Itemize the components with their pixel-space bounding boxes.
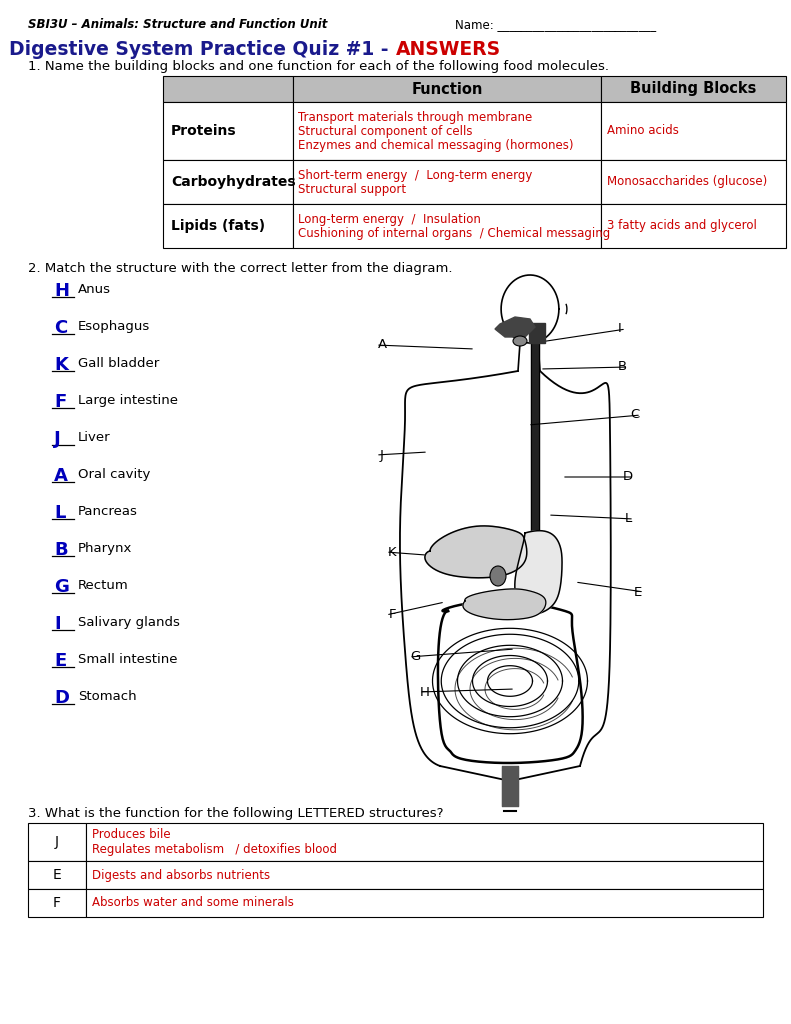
- Text: K: K: [388, 546, 396, 558]
- Text: Anus: Anus: [78, 283, 111, 296]
- Bar: [28, 889, 86, 918]
- Bar: [601, 102, 786, 160]
- Text: Structural component of cells: Structural component of cells: [298, 125, 472, 137]
- Polygon shape: [502, 766, 518, 806]
- Bar: [293, 204, 601, 248]
- Text: ANSWERS: ANSWERS: [396, 40, 501, 59]
- Text: Esophagus: Esophagus: [78, 319, 150, 333]
- Bar: [28, 861, 86, 889]
- Text: F: F: [388, 608, 396, 622]
- Text: K: K: [54, 356, 68, 374]
- Text: 2. Match the structure with the correct letter from the diagram.: 2. Match the structure with the correct …: [28, 262, 452, 275]
- Bar: [163, 160, 293, 204]
- Text: D: D: [54, 689, 69, 707]
- Text: Rectum: Rectum: [78, 579, 129, 592]
- Polygon shape: [531, 338, 539, 536]
- Text: 3. What is the function for the following LETTERED structures?: 3. What is the function for the followin…: [28, 807, 444, 820]
- Polygon shape: [495, 317, 535, 337]
- Text: SBI3U – Animals: Structure and Function Unit: SBI3U – Animals: Structure and Function …: [28, 18, 327, 31]
- Text: Enzymes and chemical messaging (hormones): Enzymes and chemical messaging (hormones…: [298, 138, 573, 152]
- Polygon shape: [463, 589, 546, 620]
- Text: J: J: [55, 835, 59, 849]
- Text: Salivary glands: Salivary glands: [78, 616, 180, 629]
- Text: I: I: [618, 323, 622, 336]
- Text: Liver: Liver: [78, 431, 111, 444]
- Text: Short-term energy  /  Long-term energy: Short-term energy / Long-term energy: [298, 169, 532, 181]
- Text: A: A: [54, 467, 68, 485]
- Text: H: H: [54, 282, 69, 300]
- Text: Digests and absorbs nutrients: Digests and absorbs nutrients: [92, 868, 270, 882]
- Bar: [163, 102, 293, 160]
- Bar: [601, 76, 786, 102]
- Text: Regulates metabolism   / detoxifies blood: Regulates metabolism / detoxifies blood: [92, 843, 337, 855]
- Bar: [293, 102, 601, 160]
- Polygon shape: [529, 323, 545, 343]
- Text: E: E: [53, 868, 62, 882]
- Ellipse shape: [490, 566, 506, 586]
- Bar: [163, 204, 293, 248]
- Text: B: B: [618, 360, 626, 374]
- Text: Pharynx: Pharynx: [78, 542, 132, 555]
- Text: B: B: [54, 541, 67, 559]
- Polygon shape: [515, 530, 562, 613]
- Text: 1. Name the building blocks and one function for each of the following food mole: 1. Name the building blocks and one func…: [28, 60, 609, 73]
- Bar: [163, 76, 293, 102]
- Text: Small intestine: Small intestine: [78, 653, 177, 666]
- Text: Proteins: Proteins: [171, 124, 237, 138]
- Text: E: E: [634, 586, 642, 598]
- Text: Amino acids: Amino acids: [607, 125, 679, 137]
- Text: Absorbs water and some minerals: Absorbs water and some minerals: [92, 896, 294, 909]
- Text: Cushioning of internal organs  / Chemical messaging: Cushioning of internal organs / Chemical…: [298, 226, 610, 240]
- Text: Large intestine: Large intestine: [78, 394, 178, 407]
- Text: I: I: [54, 615, 61, 633]
- Bar: [86, 823, 763, 861]
- Text: Building Blocks: Building Blocks: [630, 82, 757, 96]
- Text: J: J: [54, 430, 61, 449]
- Bar: [293, 160, 601, 204]
- Text: G: G: [410, 650, 420, 664]
- Text: A: A: [377, 339, 387, 351]
- Bar: [28, 823, 86, 861]
- Text: J: J: [380, 449, 384, 462]
- Text: F: F: [53, 896, 61, 910]
- Text: F: F: [54, 393, 66, 411]
- Text: C: C: [54, 319, 67, 337]
- Text: Digestive System Practice Quiz #1 -: Digestive System Practice Quiz #1 -: [9, 40, 395, 59]
- Text: L: L: [624, 512, 632, 525]
- Text: E: E: [54, 652, 66, 670]
- Bar: [601, 160, 786, 204]
- Text: C: C: [630, 409, 640, 422]
- Text: D: D: [623, 470, 633, 483]
- Bar: [601, 204, 786, 248]
- Text: Stomach: Stomach: [78, 690, 137, 703]
- Text: 3 fatty acids and glycerol: 3 fatty acids and glycerol: [607, 219, 757, 232]
- Text: Monosaccharides (glucose): Monosaccharides (glucose): [607, 175, 767, 188]
- Text: Transport materials through membrane: Transport materials through membrane: [298, 111, 532, 124]
- Text: Long-term energy  /  Insulation: Long-term energy / Insulation: [298, 213, 481, 225]
- Polygon shape: [425, 526, 527, 578]
- Text: Carboyhydrates: Carboyhydrates: [171, 175, 296, 189]
- Text: Structural support: Structural support: [298, 182, 406, 196]
- Bar: [86, 861, 763, 889]
- Text: Lipids (fats): Lipids (fats): [171, 219, 265, 233]
- Text: G: G: [54, 578, 69, 596]
- Text: Name: ___________________________: Name: ___________________________: [455, 18, 656, 31]
- Bar: [86, 889, 763, 918]
- Bar: [293, 76, 601, 102]
- Text: H: H: [420, 685, 430, 698]
- Text: Produces bile: Produces bile: [92, 828, 171, 842]
- Ellipse shape: [513, 336, 527, 346]
- Text: L: L: [54, 504, 66, 522]
- Text: Pancreas: Pancreas: [78, 505, 138, 518]
- Text: Oral cavity: Oral cavity: [78, 468, 150, 481]
- Text: Gall bladder: Gall bladder: [78, 357, 159, 370]
- Text: Function: Function: [411, 82, 483, 96]
